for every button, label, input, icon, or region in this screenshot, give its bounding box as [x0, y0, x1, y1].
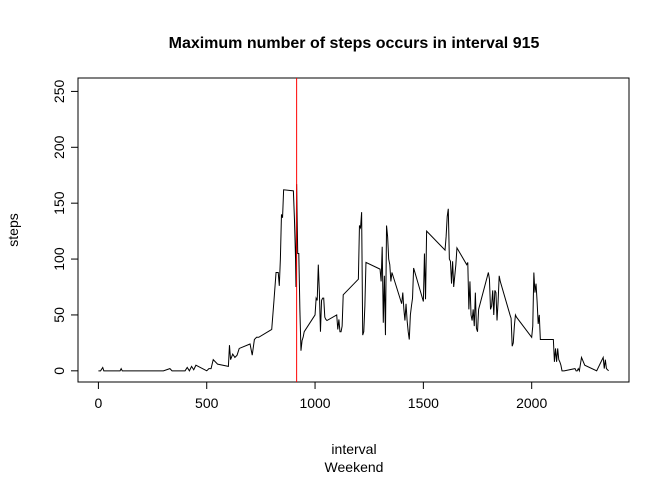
x-tick-label: 1500 [408, 395, 439, 411]
y-tick-label: 200 [51, 135, 67, 159]
y-tick-label: 0 [51, 367, 67, 375]
subtitle: Weekend [325, 459, 384, 475]
y-tick-label: 150 [51, 191, 67, 215]
y-tick-label: 50 [51, 307, 67, 323]
chart-title: Maximum number of steps occurs in interv… [169, 35, 540, 52]
y-tick-label: 100 [51, 247, 67, 271]
x-tick-label: 1000 [299, 395, 330, 411]
y-axis-label: steps [5, 213, 21, 246]
data-line [98, 184, 609, 373]
y-tick-label: 250 [51, 80, 67, 104]
x-tick-label: 2000 [516, 395, 547, 411]
x-tick-label: 500 [195, 395, 219, 411]
x-tick-label: 0 [95, 395, 103, 411]
x-axis-label: interval [331, 441, 376, 457]
